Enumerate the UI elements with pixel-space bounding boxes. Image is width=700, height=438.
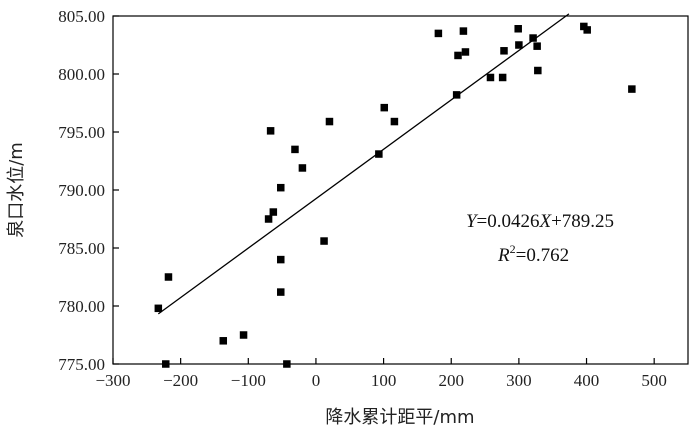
data-point [380,103,389,112]
data-point [461,48,470,56]
data-point [529,34,537,42]
data-point [154,304,163,313]
x-tick-label: 300 [506,371,532,390]
regression-equation: Y=0.0426X+789.25 [466,211,614,232]
data-point [239,331,248,339]
data-point [533,42,541,50]
data-point [498,73,507,82]
data-point [515,41,523,49]
x-tick-label: 500 [641,371,667,390]
data-point [459,27,468,35]
y-tick-label: 805.00 [58,7,105,26]
y-tick-label: 800.00 [58,65,105,84]
r-squared-annotation: R2=0.762 [497,242,569,266]
data-point [325,117,334,126]
data-point [269,208,278,216]
data-point [434,29,443,38]
data-point [500,47,508,55]
y-axis-ticks: 775.00 780.00 785.00 790.00 795.00 800.00 805.… [58,7,119,374]
data-point [452,91,461,99]
data-point [298,164,307,172]
x-tick-label: 400 [574,371,600,390]
y-tick-label: 790.00 [58,181,105,200]
data-point [277,288,285,296]
data-point [264,215,273,223]
plot-area [112,15,689,365]
plot-frame [112,15,689,365]
data-point [164,273,173,281]
data-point [162,360,170,368]
data-point [266,127,275,135]
x-tick-label: 200 [438,371,464,390]
data-point [583,26,591,34]
x-axis-label: 降水累计距平/mm [325,407,474,428]
x-tick-label: 100 [371,371,397,390]
data-point [277,255,285,264]
data-point [277,183,285,192]
y-tick-label: 780.00 [58,297,105,316]
data-point [454,51,462,60]
regression-line [157,13,570,315]
fit-line-layer [157,13,570,315]
y-axis-label: 泉口水位/m [6,142,27,238]
data-point [534,66,542,75]
x-tick-label: −200 [163,371,198,390]
data-point [390,117,399,126]
data-point [320,237,328,245]
x-tick-label: 0 [312,371,321,390]
data-point [291,145,299,154]
data-point [283,360,291,368]
data-point [628,85,636,93]
y-tick-label: 785.00 [58,239,105,258]
x-axis-ticks: −300 −200 −100 0 100 200 300 400 500 [95,358,667,390]
data-point [486,73,495,82]
data-points-layer [154,22,636,368]
x-tick-label: −100 [231,371,266,390]
y-tick-label: 775.00 [58,355,105,374]
data-point [514,25,522,33]
data-point [219,337,228,345]
x-tick-label: −300 [95,371,130,390]
data-point [375,150,383,158]
y-tick-label: 795.00 [58,123,105,142]
